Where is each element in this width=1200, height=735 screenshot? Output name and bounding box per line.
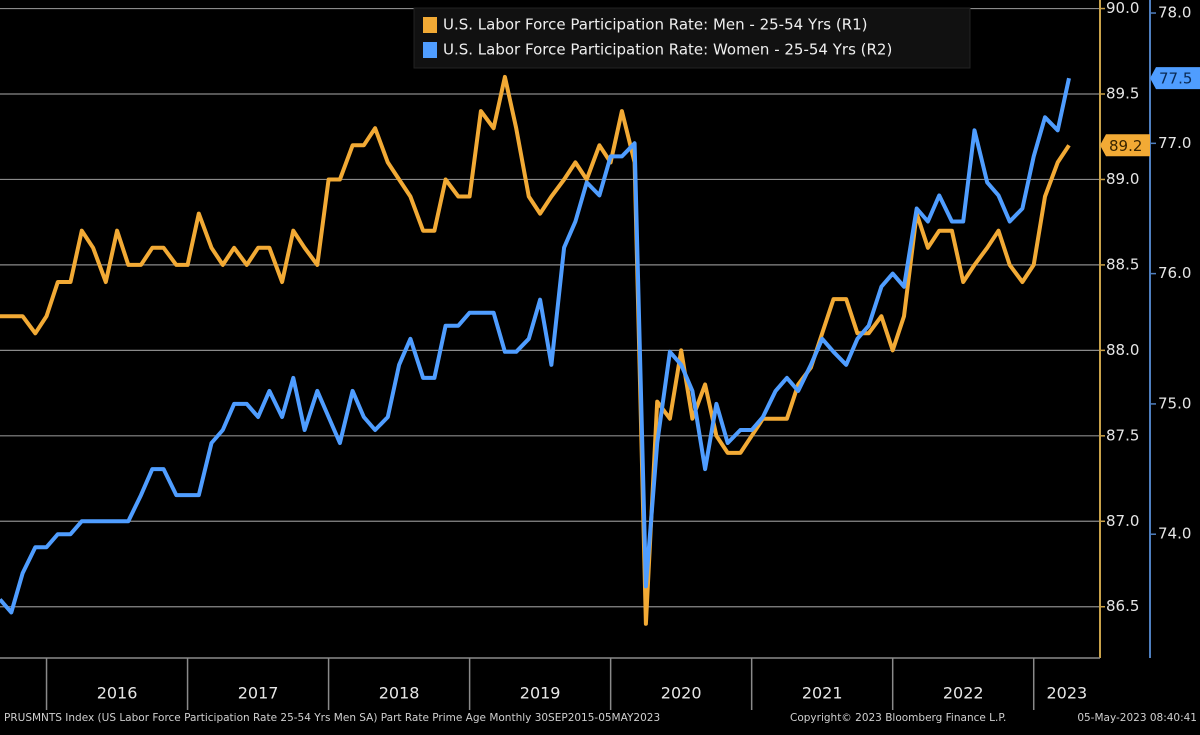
legend-swatch <box>423 17 437 33</box>
x-tick-label: 2023 <box>1046 684 1087 703</box>
x-tick-label: 2021 <box>802 684 843 703</box>
y-tick-label: 88.5 <box>1106 255 1139 273</box>
y-tick-label: 89.0 <box>1106 170 1139 188</box>
last-value-label: 77.5 <box>1159 70 1192 88</box>
x-tick-label: 2018 <box>379 684 420 703</box>
legend-box <box>413 7 971 69</box>
y-tick-label: 88.0 <box>1106 341 1139 359</box>
y2-tick-label: 78.0 <box>1158 4 1191 22</box>
y-tick-label: 89.5 <box>1106 85 1139 103</box>
footer-copyright: Copyright© 2023 Bloomberg Finance L.P. <box>790 712 1006 724</box>
last-value-tag <box>1100 134 1150 157</box>
last-value-label: 89.2 <box>1109 137 1142 155</box>
legend-label: U.S. Labor Force Participation Rate: Men… <box>443 16 868 34</box>
x-tick-label: 2020 <box>661 684 702 703</box>
last-value-tag <box>1150 67 1200 90</box>
y-tick-label: 87.0 <box>1106 512 1139 530</box>
y-tick-label: 87.5 <box>1106 426 1139 444</box>
y2-tick-label: 74.0 <box>1158 525 1191 543</box>
x-tick-label: 2022 <box>943 684 984 703</box>
legend: U.S. Labor Force Participation Rate: Men… <box>413 7 971 69</box>
x-tick-label: 2019 <box>520 684 561 703</box>
x-tick-label: 2016 <box>97 684 138 703</box>
data-line <box>0 77 1071 615</box>
y2-tick-label: 77.0 <box>1158 134 1191 152</box>
footer-source: PRUSMNTS Index (US Labor Force Participa… <box>4 712 660 724</box>
legend-label: U.S. Labor Force Participation Rate: Wom… <box>443 41 892 59</box>
x-tick-label: 2017 <box>238 684 279 703</box>
legend-swatch <box>423 42 437 58</box>
data-line <box>0 74 1071 626</box>
y-tick-label: 90.0 <box>1106 0 1139 17</box>
y2-tick-label: 75.0 <box>1158 394 1191 412</box>
y-tick-label: 86.5 <box>1106 597 1139 615</box>
footer-timestamp: 05-May-2023 08:40:41 <box>1077 712 1197 724</box>
y2-tick-label: 76.0 <box>1158 264 1191 282</box>
